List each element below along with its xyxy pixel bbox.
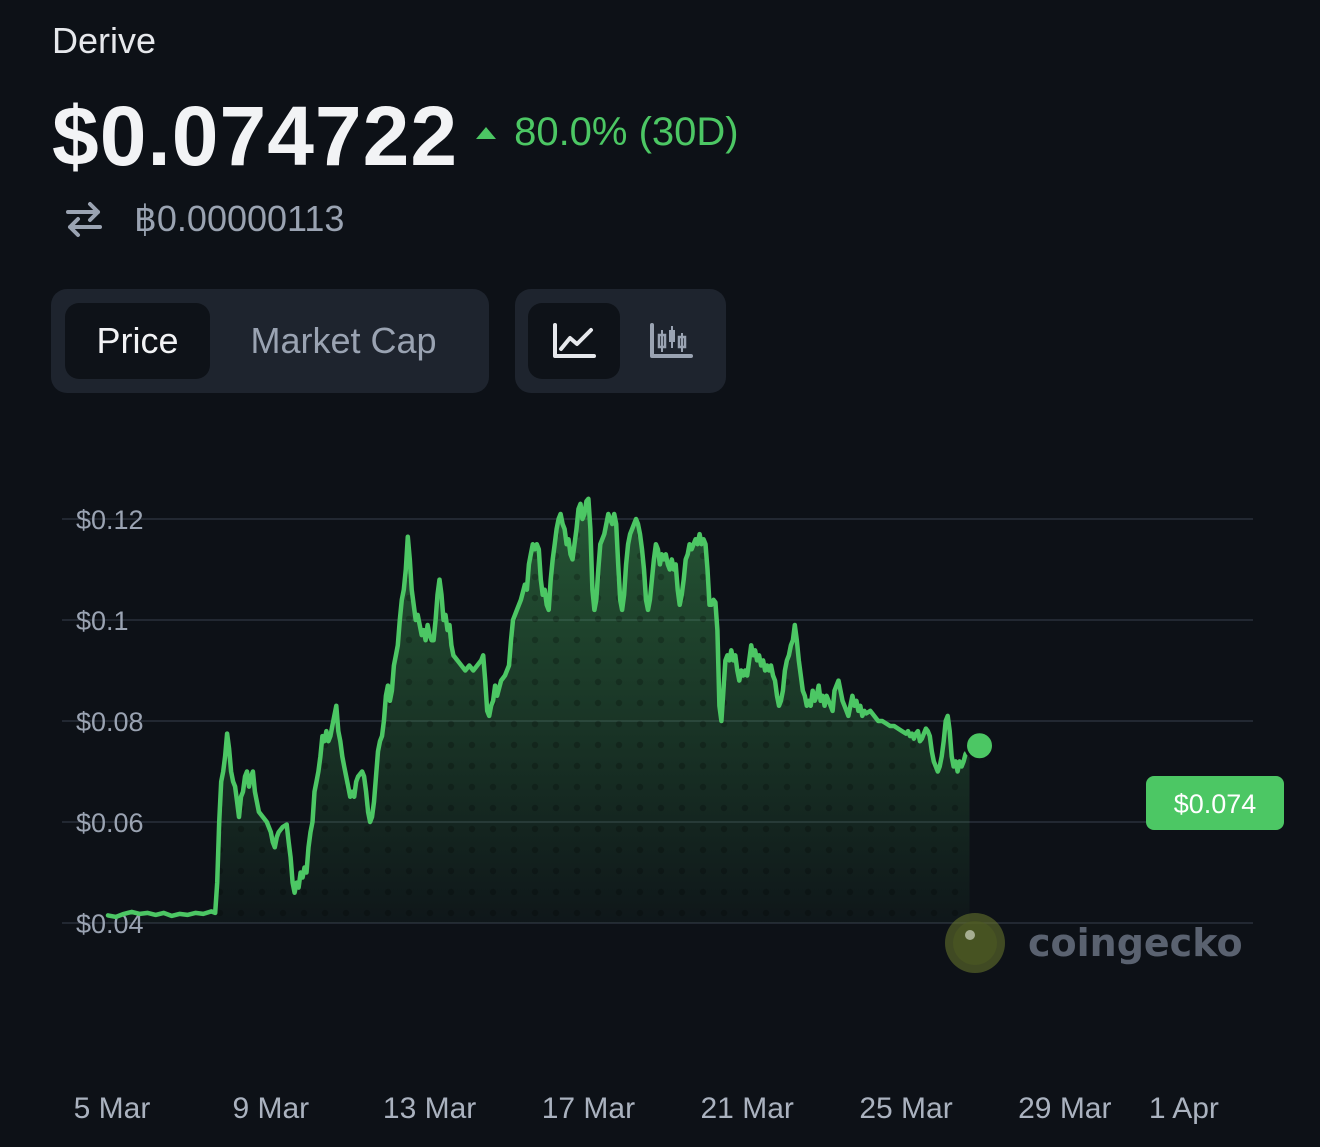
- watermark-text: coingecko: [1028, 921, 1243, 965]
- y-tick-label: $0.1: [76, 606, 129, 636]
- x-tick-label: 1 Apr: [1149, 1092, 1219, 1125]
- swap-arrows-icon[interactable]: [64, 199, 104, 239]
- coin-name: Derive: [52, 20, 157, 61]
- y-tick-label: $0.06: [76, 808, 144, 838]
- metric-toggle: Price Market Cap: [51, 289, 489, 393]
- candlestick-chart-icon: [650, 323, 693, 358]
- btc-price-row: ฿0.00000113: [64, 198, 344, 240]
- current-price-dot: [964, 730, 996, 762]
- candlestick-chart-button[interactable]: [627, 303, 715, 379]
- x-tick-label: 25 Mar: [859, 1092, 952, 1125]
- triangle-up-icon: [476, 126, 497, 139]
- price-change: 80.0% (30D): [476, 110, 739, 155]
- tab-price[interactable]: Price: [65, 303, 210, 379]
- price-row: $0.074722 80.0% (30D): [52, 88, 739, 185]
- price-line: [105, 496, 972, 920]
- line-chart-button[interactable]: [528, 303, 620, 379]
- coingecko-watermark: coingecko: [945, 913, 1243, 973]
- line-chart-icon: [553, 323, 596, 358]
- chart-type-toggle: [515, 289, 726, 393]
- x-tick-label: 21 Mar: [701, 1092, 794, 1125]
- tab-market-cap[interactable]: Market Cap: [250, 320, 437, 361]
- y-tick-label: $0.12: [76, 505, 144, 535]
- price-area-texture: [108, 498, 970, 923]
- btc-price: ฿0.00000113: [134, 198, 345, 239]
- x-tick-label: 5 Mar: [74, 1092, 151, 1125]
- x-tick-label: 9 Mar: [232, 1092, 309, 1125]
- price-change-text: 80.0% (30D): [514, 110, 739, 154]
- y-tick-label: $0.08: [76, 707, 144, 737]
- x-tick-label: 17 Mar: [542, 1092, 635, 1125]
- current-price-badge-text: $0.074: [1174, 789, 1257, 819]
- current-price: $0.074722: [52, 89, 459, 183]
- current-price-badge: [1146, 776, 1284, 830]
- x-tick-label: 13 Mar: [383, 1092, 476, 1125]
- x-tick-label: 29 Mar: [1018, 1092, 1111, 1125]
